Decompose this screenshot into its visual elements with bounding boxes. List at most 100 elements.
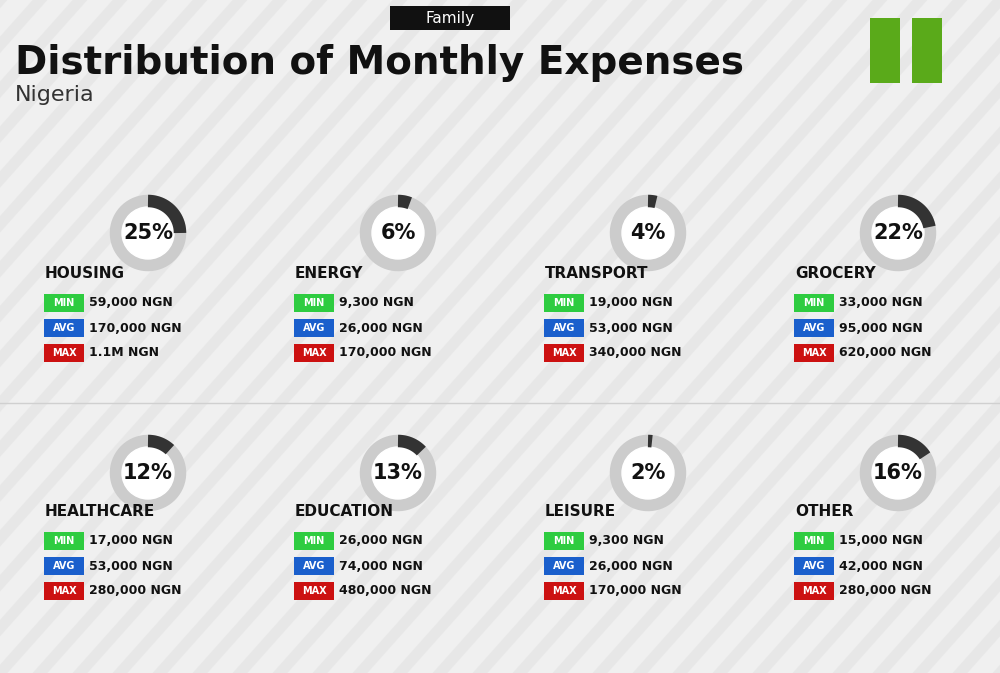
Text: 9,300 NGN: 9,300 NGN [339,297,414,310]
Circle shape [122,207,174,259]
Text: 15,000 NGN: 15,000 NGN [839,534,923,548]
Text: AVG: AVG [53,561,75,571]
Circle shape [872,447,924,499]
Text: AVG: AVG [803,561,825,571]
Text: MIN: MIN [53,536,75,546]
FancyBboxPatch shape [294,582,334,600]
Circle shape [372,447,424,499]
FancyBboxPatch shape [912,18,942,83]
Text: 26,000 NGN: 26,000 NGN [339,534,423,548]
Circle shape [122,447,174,499]
Text: MAX: MAX [302,586,326,596]
FancyBboxPatch shape [294,319,334,337]
Text: 340,000 NGN: 340,000 NGN [589,347,682,359]
Text: MAX: MAX [802,586,826,596]
Text: MIN: MIN [803,298,825,308]
Text: 1.1M NGN: 1.1M NGN [89,347,159,359]
Text: 16%: 16% [873,463,923,483]
Text: MAX: MAX [552,586,576,596]
FancyBboxPatch shape [544,319,584,337]
Text: Nigeria: Nigeria [15,85,95,105]
FancyBboxPatch shape [794,582,834,600]
Text: 280,000 NGN: 280,000 NGN [839,584,932,598]
Text: AVG: AVG [803,323,825,333]
FancyBboxPatch shape [794,344,834,362]
Text: HEALTHCARE: HEALTHCARE [45,503,155,518]
FancyBboxPatch shape [794,532,834,550]
FancyBboxPatch shape [794,319,834,337]
Text: 33,000 NGN: 33,000 NGN [839,297,923,310]
Text: 17,000 NGN: 17,000 NGN [89,534,173,548]
Text: 26,000 NGN: 26,000 NGN [589,559,673,573]
Text: 13%: 13% [373,463,423,483]
Text: 170,000 NGN: 170,000 NGN [339,347,432,359]
Text: 95,000 NGN: 95,000 NGN [839,322,923,334]
Circle shape [872,207,924,259]
Text: 170,000 NGN: 170,000 NGN [89,322,182,334]
Circle shape [622,447,674,499]
Text: AVG: AVG [53,323,75,333]
Text: MAX: MAX [802,348,826,358]
FancyBboxPatch shape [544,532,584,550]
Text: EDUCATION: EDUCATION [295,503,394,518]
FancyBboxPatch shape [44,344,84,362]
Text: 59,000 NGN: 59,000 NGN [89,297,173,310]
Text: MAX: MAX [302,348,326,358]
Text: 620,000 NGN: 620,000 NGN [839,347,932,359]
FancyBboxPatch shape [294,557,334,575]
FancyBboxPatch shape [544,557,584,575]
Text: 12%: 12% [123,463,173,483]
Text: 22%: 22% [873,223,923,243]
FancyBboxPatch shape [294,294,334,312]
FancyBboxPatch shape [390,6,510,30]
Text: HOUSING: HOUSING [45,266,125,281]
Text: AVG: AVG [303,561,325,571]
Text: 480,000 NGN: 480,000 NGN [339,584,432,598]
Text: LEISURE: LEISURE [545,503,616,518]
FancyBboxPatch shape [294,344,334,362]
FancyBboxPatch shape [794,294,834,312]
Text: MIN: MIN [803,536,825,546]
Text: 9,300 NGN: 9,300 NGN [589,534,664,548]
FancyBboxPatch shape [544,294,584,312]
Text: AVG: AVG [553,323,575,333]
Text: MIN: MIN [53,298,75,308]
Text: MAX: MAX [552,348,576,358]
FancyBboxPatch shape [794,557,834,575]
Text: 74,000 NGN: 74,000 NGN [339,559,423,573]
Text: AVG: AVG [303,323,325,333]
Text: 53,000 NGN: 53,000 NGN [589,322,673,334]
FancyBboxPatch shape [44,557,84,575]
FancyBboxPatch shape [544,582,584,600]
Text: MIN: MIN [303,536,325,546]
FancyBboxPatch shape [870,18,900,83]
FancyBboxPatch shape [544,344,584,362]
Text: Distribution of Monthly Expenses: Distribution of Monthly Expenses [15,44,744,82]
Text: ENERGY: ENERGY [295,266,364,281]
FancyBboxPatch shape [44,319,84,337]
Circle shape [372,207,424,259]
Text: AVG: AVG [553,561,575,571]
Text: 2%: 2% [630,463,666,483]
Text: 53,000 NGN: 53,000 NGN [89,559,173,573]
Text: 26,000 NGN: 26,000 NGN [339,322,423,334]
Text: 280,000 NGN: 280,000 NGN [89,584,182,598]
Text: GROCERY: GROCERY [795,266,876,281]
FancyBboxPatch shape [294,532,334,550]
Text: 19,000 NGN: 19,000 NGN [589,297,673,310]
Text: 6%: 6% [380,223,416,243]
FancyBboxPatch shape [44,532,84,550]
Text: TRANSPORT: TRANSPORT [545,266,648,281]
Text: MIN: MIN [303,298,325,308]
Text: 170,000 NGN: 170,000 NGN [589,584,682,598]
Circle shape [622,207,674,259]
Text: MAX: MAX [52,348,76,358]
Text: 4%: 4% [630,223,666,243]
Text: Family: Family [425,11,475,26]
Text: 25%: 25% [123,223,173,243]
Text: MIN: MIN [553,298,575,308]
FancyBboxPatch shape [44,294,84,312]
Text: MIN: MIN [553,536,575,546]
Text: MAX: MAX [52,586,76,596]
FancyBboxPatch shape [44,582,84,600]
